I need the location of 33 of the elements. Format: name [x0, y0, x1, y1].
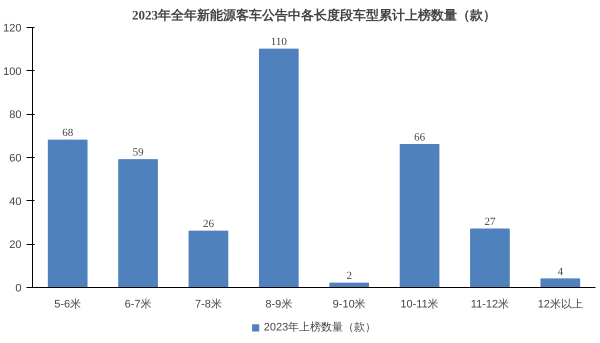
- data-label: 26: [202, 218, 214, 230]
- data-label: 59: [132, 146, 144, 159]
- x-tick-label: 7-8米: [194, 298, 222, 310]
- data-label: 27: [484, 216, 496, 228]
- x-tick-label: 5-6米: [54, 298, 82, 310]
- data-label: 68: [62, 127, 74, 140]
- bar: [48, 140, 88, 288]
- x-tick-label: 10-11米: [400, 298, 439, 310]
- bar: [329, 282, 370, 288]
- data-label: 110: [270, 36, 288, 48]
- y-tick-label: 80: [9, 109, 22, 122]
- x-tick-label: 11-12米: [470, 298, 510, 310]
- y-tick-label: 60: [9, 152, 22, 164]
- bar: [258, 48, 299, 288]
- x-tick-label: 8-9米: [265, 298, 292, 310]
- x-tick-label: 6-7米: [124, 298, 152, 310]
- y-tick-label: 0: [15, 282, 22, 294]
- data-label: 2: [346, 270, 352, 282]
- y-tick-label: 100: [3, 66, 22, 78]
- bar: [470, 228, 510, 288]
- x-tick-label: 12米以上: [538, 298, 583, 310]
- bar: [540, 278, 580, 288]
- bar: [118, 159, 158, 288]
- chart-title: 2023年全年新能源客车公告中各长度段车型累计上榜数量（款）: [132, 8, 496, 22]
- data-label: 66: [414, 132, 426, 144]
- bar: [188, 230, 228, 288]
- y-tick-label: 20: [9, 239, 22, 252]
- data-label: 4: [558, 266, 564, 278]
- bar: [400, 144, 440, 288]
- y-tick-label: 120: [3, 22, 22, 34]
- y-tick-label: 40: [9, 196, 22, 208]
- legend-label: 2023年上榜数量（款）: [264, 320, 376, 334]
- x-tick-label: 9-10米: [332, 298, 366, 310]
